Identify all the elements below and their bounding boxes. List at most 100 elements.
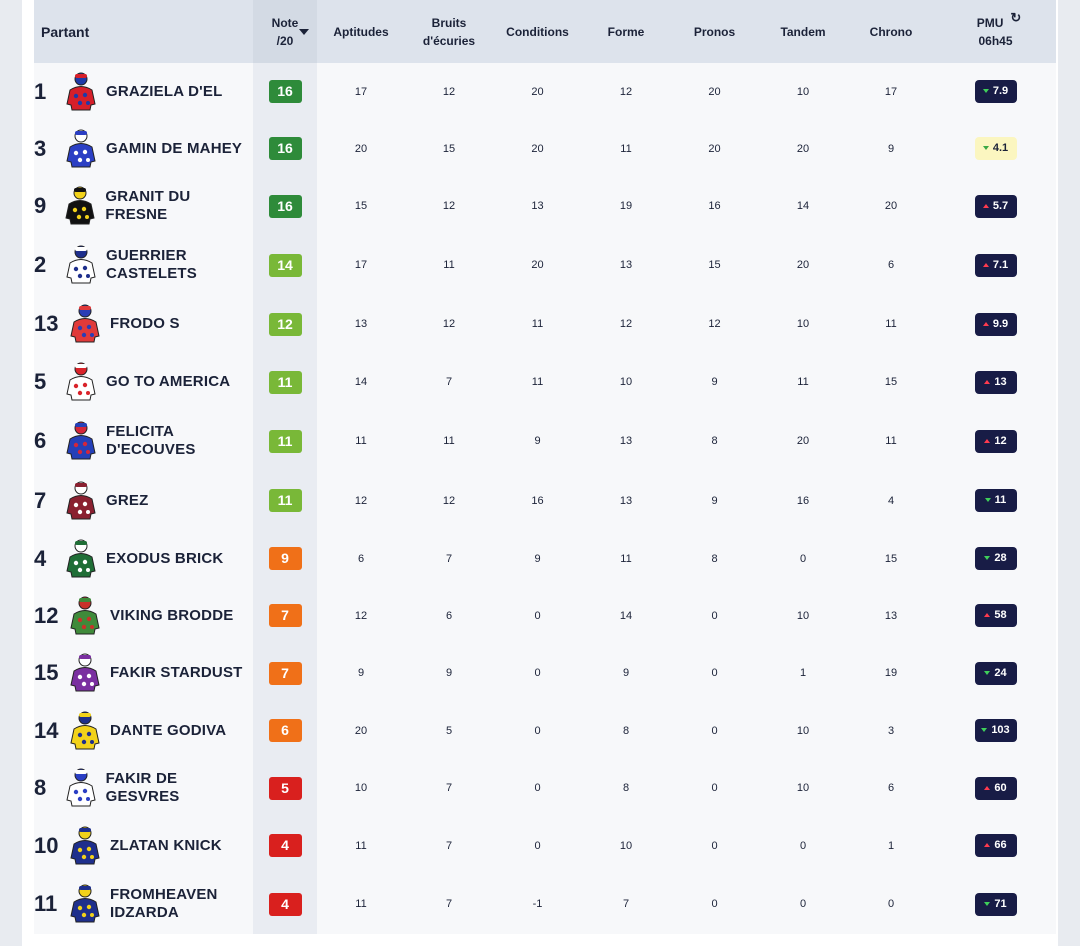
pmu-odds-badge[interactable]: 66 [974,834,1017,857]
col-pronos[interactable]: Pronos [670,0,759,63]
cell-chrono: 17 [884,85,898,98]
table-row[interactable]: 1 GRAZIELA D'EL 16 17 12 [34,63,1056,120]
cell-pmu[interactable]: 7.9 [935,63,1056,120]
table-row[interactable]: 2 GUERRIER CASTELETS 14 17 1 [34,235,1056,295]
table-row[interactable]: 11 FROMHEAVEN IDZARDA 4 11 7 [34,874,1056,934]
col-pmu[interactable]: PMU ↻ 06h45 [935,0,1056,63]
horse-name[interactable]: GRAZIELA D'EL [106,83,222,101]
horse-name[interactable]: DANTE GODIVA [110,722,226,740]
pmu-odds-badge[interactable]: 11 [974,489,1017,512]
pmu-odds-badge[interactable]: 4.1 [974,137,1017,160]
cell-partant[interactable]: 8 FAKIR DE GESVRES [34,759,253,817]
cell-pmu[interactable]: 7.1 [935,235,1056,295]
pmu-odds-badge[interactable]: 7.9 [974,80,1017,103]
cell-partant[interactable]: 15 FAKIR STARDUST [34,644,253,702]
cell-pronos: 0 [711,609,718,622]
col-aptitudes[interactable]: Aptitudes [317,0,405,63]
cell-partant[interactable]: 13 FRODO S [34,295,253,353]
table-row[interactable]: 8 FAKIR DE GESVRES 5 10 7 [34,759,1056,817]
cell-partant[interactable]: 9 GRANIT DU FRESNE [34,177,253,235]
horse-name[interactable]: GUERRIER CASTELETS [106,247,197,283]
col-conditions[interactable]: Conditions [493,0,582,63]
horse-name[interactable]: FROMHEAVEN IDZARDA [110,886,218,922]
horse-name[interactable]: VIKING BRODDE [110,607,233,625]
col-chrono[interactable]: Chrono [847,0,935,63]
cell-pmu[interactable]: 13 [935,353,1056,411]
sort-down-icon[interactable] [299,29,309,35]
cell-pmu[interactable]: 28 [935,530,1056,587]
cell-partant[interactable]: 12 VIKING BRODDE [34,587,253,644]
table-row[interactable]: 10 ZLATAN KNICK 4 11 7 [34,817,1056,874]
horse-name[interactable]: FAKIR STARDUST [110,664,243,682]
cell-pmu[interactable]: 24 [935,644,1056,702]
trend-down-icon [984,556,991,561]
cell-partant[interactable]: 5 GO TO AMERICA [34,353,253,411]
table-row[interactable]: 4 EXODUS BRICK 9 6 7 [34,530,1056,587]
horse-name[interactable]: EXODUS BRICK [106,550,223,568]
horse-name[interactable]: GRANIT DU FRESNE [105,188,253,224]
cell-conditions: -1 [532,898,543,910]
table-row[interactable]: 7 GREZ 11 12 12 16 [34,471,1056,530]
col-partant[interactable]: Partant [34,0,253,63]
col-tandem-label: Tandem [780,24,826,39]
cell-aptitudes: 17 [354,259,368,271]
horse-name[interactable]: FAKIR DE GESVRES [106,770,253,806]
cell-pmu[interactable]: 11 [935,471,1056,530]
pmu-odds-badge[interactable]: 13 [974,370,1017,394]
horse-name[interactable]: GAMIN DE MAHEY [106,140,242,158]
pmu-odds-badge[interactable]: 28 [974,547,1017,570]
cell-pmu[interactable]: 60 [935,759,1056,817]
pmu-odds-badge[interactable]: 12 [974,429,1017,453]
horse-name[interactable]: FRODO S [110,315,180,333]
cell-pmu[interactable]: 4.1 [935,120,1056,177]
horse-name[interactable]: FELICITA D'ECOUVES [106,423,196,459]
col-bruits[interactable]: Bruits d'écuries [405,0,493,63]
cell-bruits: 9 [445,667,453,679]
cell-partant[interactable]: 7 GREZ [34,471,253,530]
cell-partant[interactable]: 3 GAMIN DE MAHEY [34,120,253,177]
pmu-odds-badge[interactable]: 71 [974,892,1017,916]
table-row[interactable]: 3 GAMIN DE MAHEY 16 20 15 [34,120,1056,177]
cell-partant[interactable]: 2 GUERRIER CASTELETS [34,235,253,295]
jockey-silk-icon [66,362,96,401]
table-row[interactable]: 5 GO TO AMERICA 11 14 7 [34,353,1056,411]
col-tandem[interactable]: Tandem [759,0,847,63]
cell-partant[interactable]: 14 DANTE GODIVA [34,702,253,759]
table-row[interactable]: 15 FAKIR STARDUST 7 9 9 [34,644,1056,702]
pmu-odds-badge[interactable]: 24 [974,661,1017,685]
cell-pmu[interactable]: 5.7 [935,177,1056,235]
note-badge: 16 [268,80,302,103]
col-pmu-time: 06h45 [978,33,1013,48]
cell-partant[interactable]: 6 FELICITA D'ECOUVES [34,411,253,471]
cell-partant[interactable]: 11 FROMHEAVEN IDZARDA [34,874,253,934]
table-row[interactable]: 9 GRANIT DU FRESNE 16 15 12 [34,177,1056,235]
pmu-odds-badge[interactable]: 58 [974,604,1017,627]
table-row[interactable]: 13 FRODO S 12 13 12 1 [34,295,1056,353]
pmu-odds-badge[interactable]: 103 [974,719,1017,742]
cell-pmu[interactable]: 58 [935,587,1056,644]
pmu-odds-badge[interactable]: 9.9 [974,312,1017,336]
pmu-odds-badge[interactable]: 60 [974,776,1017,800]
cell-pmu[interactable]: 12 [935,411,1056,471]
table-row[interactable]: 12 VIKING BRODDE 7 12 6 [34,587,1056,644]
table-row[interactable]: 14 DANTE GODIVA 6 20 5 [34,702,1056,759]
col-forme[interactable]: Forme [582,0,670,63]
cell-pmu[interactable]: 66 [935,817,1056,874]
cell-pmu[interactable]: 9.9 [935,295,1056,353]
table-row[interactable]: 6 FELICITA D'ECOUVES 11 11 1 [34,411,1056,471]
cell-aptitudes: 20 [354,142,368,155]
pmu-odds-badge[interactable]: 7.1 [974,253,1017,277]
pmu-odds-badge[interactable]: 5.7 [974,194,1017,218]
cell-pronos: 9 [711,494,718,507]
horse-name[interactable]: GO TO AMERICA [106,373,230,391]
cell-note: 4 [253,817,317,874]
cell-partant[interactable]: 1 GRAZIELA D'EL [34,63,253,120]
cell-partant[interactable]: 4 EXODUS BRICK [34,530,253,587]
cell-pmu[interactable]: 103 [935,702,1056,759]
horse-name[interactable]: ZLATAN KNICK [110,837,222,855]
cell-pmu[interactable]: 71 [935,874,1056,934]
refresh-icon[interactable]: ↻ [1010,9,1022,25]
horse-name[interactable]: GREZ [106,492,148,510]
col-note[interactable]: Note /20 [253,0,317,63]
cell-partant[interactable]: 10 ZLATAN KNICK [34,817,253,874]
